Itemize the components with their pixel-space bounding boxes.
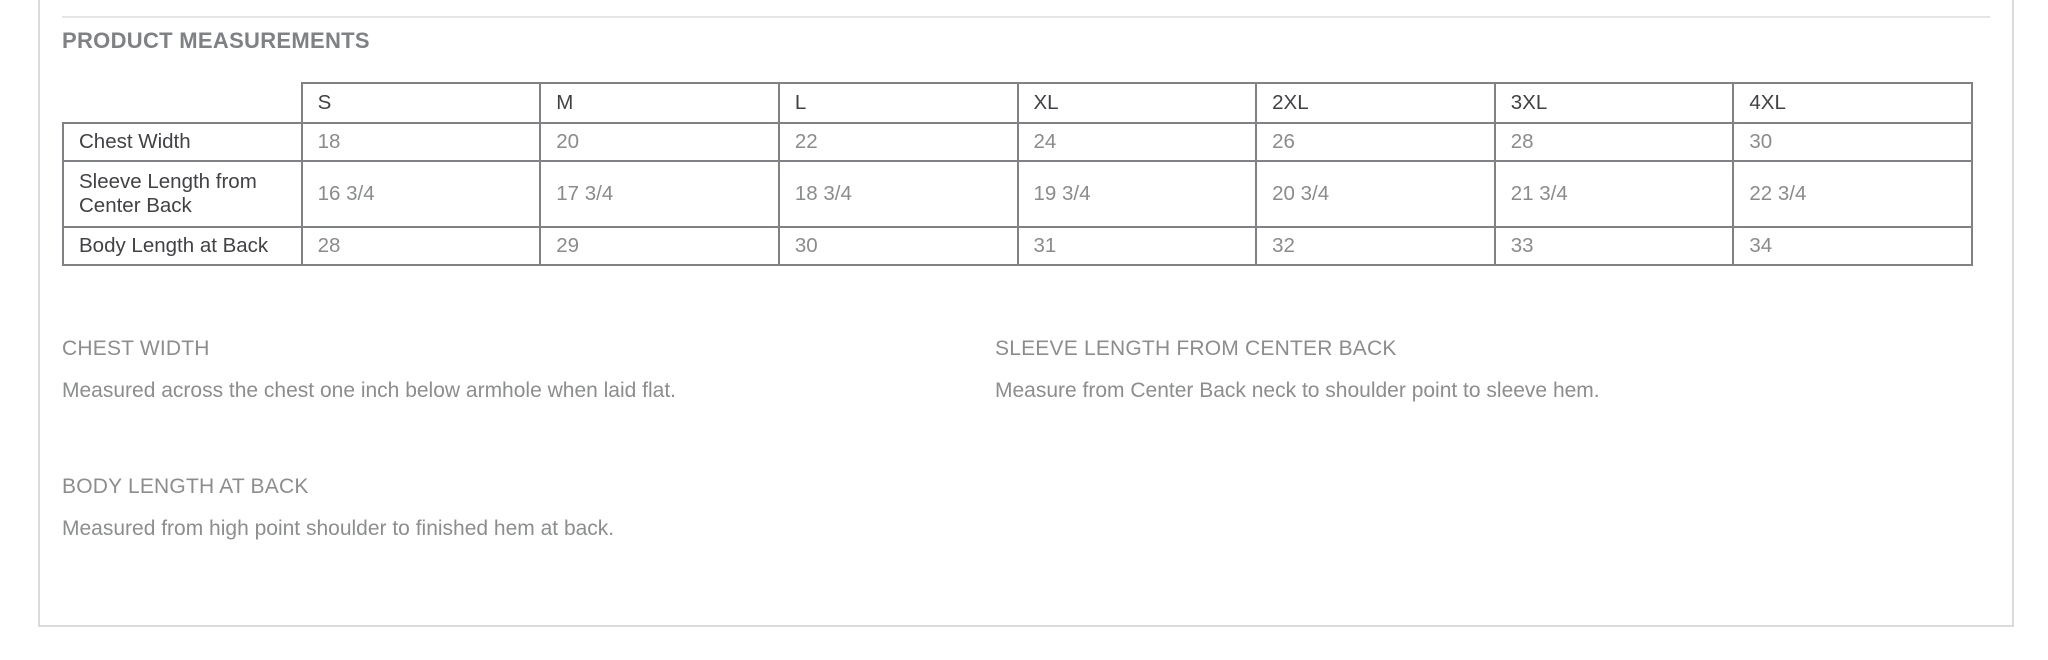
measurement-notes-grid: CHEST WIDTH Measured across the chest on…	[62, 336, 1990, 542]
product-measurements-title: PRODUCT MEASUREMENTS	[62, 28, 370, 53]
measurement-value-cell: 30	[1732, 122, 1973, 162]
measurement-value-cell: 22	[777, 122, 1019, 162]
measurement-value-cell: 31	[1016, 226, 1258, 266]
note-heading: SLEEVE LENGTH FROM CENTER BACK	[995, 337, 1397, 360]
measurement-value-cell: 33	[1493, 226, 1735, 266]
measurement-value-cell: 18	[300, 122, 542, 162]
measurement-value-cell: 17 3/4	[539, 160, 780, 228]
measurement-value-cell: 29	[539, 226, 780, 266]
size-column-header: L	[777, 82, 1019, 124]
note-description: Measured from high point shoulder to fin…	[62, 517, 615, 540]
row-label-cell: Body Length at Back	[62, 226, 303, 266]
size-column-header: 2XL	[1255, 82, 1496, 124]
measurement-row: Body Length at Back 28 29 30 31 32 33 34	[62, 226, 1973, 266]
row-label-cell: Sleeve Length from Center Back	[62, 160, 303, 228]
size-column-header: XL	[1016, 82, 1258, 124]
size-header-row: S M L XL 2XL 3XL 4XL	[63, 82, 1973, 124]
measurement-value-cell: 24	[1016, 122, 1258, 162]
measurement-row: Chest Width 18 20 22 24 26 28 30	[62, 122, 1973, 162]
note-heading: BODY LENGTH AT BACK	[62, 475, 309, 498]
measurement-value-cell: 30	[777, 226, 1019, 266]
measurement-value-cell: 20	[539, 122, 780, 162]
measurement-value-cell: 21 3/4	[1493, 160, 1735, 228]
measurement-value-cell: 16 3/4	[300, 160, 542, 228]
measurement-value-cell: 28	[1493, 122, 1735, 162]
measurement-value-cell: 32	[1255, 226, 1496, 266]
size-column-header: 4XL	[1732, 82, 1973, 124]
measurement-value-cell: 34	[1732, 226, 1973, 266]
measurement-value-cell: 22 3/4	[1732, 160, 1973, 228]
corner-empty-cell	[63, 83, 302, 123]
measurement-value-cell: 20 3/4	[1255, 160, 1496, 228]
size-column-header: M	[539, 82, 780, 124]
note-heading: CHEST WIDTH	[62, 337, 210, 360]
size-column-header: S	[300, 82, 542, 124]
size-table-body: Chest Width 18 20 22 24 26 28 30 Sleeve Length f…	[62, 122, 1973, 266]
section-top-divider	[62, 16, 1990, 18]
size-measurements-table: S M L XL 2XL 3XL 4XL Chest Width 18 20 22 24 26 28 30…	[62, 82, 1973, 266]
note-description: Measure from Center Back neck to shoulde…	[995, 379, 1600, 402]
measurement-value-cell: 28	[300, 226, 542, 266]
measurement-value-cell: 26	[1255, 122, 1496, 162]
note-block: BODY LENGTH AT BACK Measured from high p…	[62, 474, 995, 542]
row-label-cell: Chest Width	[62, 122, 303, 162]
measurement-value-cell: 18 3/4	[777, 160, 1019, 228]
note-block: CHEST WIDTH Measured across the chest on…	[62, 336, 995, 404]
note-description: Measured across the chest one inch below…	[62, 379, 677, 402]
size-column-header: 3XL	[1493, 82, 1735, 124]
measurement-row: Sleeve Length from Center Back 16 3/4 17 3…	[62, 160, 1973, 228]
note-block: SLEEVE LENGTH FROM CENTER BACK Measure f…	[995, 336, 1990, 404]
measurement-value-cell: 19 3/4	[1016, 160, 1258, 228]
product-measurements-panel: PRODUCT MEASUREMENTS S M L XL 2XL 3XL 4XL Ches…	[38, 0, 2014, 627]
